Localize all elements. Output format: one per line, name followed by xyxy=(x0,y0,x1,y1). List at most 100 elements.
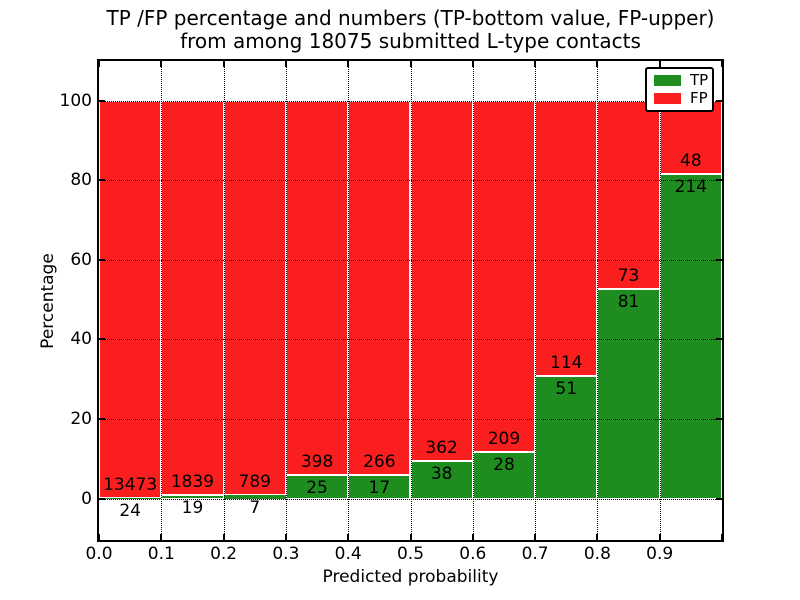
x-axis-label: Predicted probability xyxy=(322,567,499,587)
x-tick xyxy=(409,61,412,67)
bar-fp-segment xyxy=(472,100,536,452)
y-tick xyxy=(99,179,105,182)
x-tick xyxy=(222,61,225,67)
bar-fp-segment xyxy=(285,100,349,476)
gridline xyxy=(659,61,661,540)
y-tick xyxy=(716,338,722,341)
x-tick-label: 0.7 xyxy=(521,544,549,564)
x-tick-label: 0.2 xyxy=(210,544,238,564)
bar-fp-segment xyxy=(223,100,286,496)
fp-legend-swatch xyxy=(654,93,681,105)
fp-count-label: 48 xyxy=(680,150,702,171)
fp-legend-label: FP xyxy=(690,89,708,108)
bar-tp-segment xyxy=(659,173,722,499)
y-tick-label: 20 xyxy=(70,409,92,430)
fp-count-label: 73 xyxy=(617,266,640,287)
chart-title: TP /FP percentage and numbers (TP-bottom… xyxy=(99,7,722,53)
tp-count-label: 214 xyxy=(674,176,708,197)
x-tick xyxy=(98,534,100,540)
tp-count-label: 7 xyxy=(249,498,261,519)
x-tick xyxy=(471,534,474,540)
x-tick xyxy=(160,61,163,67)
chart-title-line1: TP /FP percentage and numbers (TP-bottom… xyxy=(106,6,715,30)
legend-entry-tp: TP xyxy=(647,72,712,88)
tp-legend-swatch xyxy=(654,74,681,86)
y-tick xyxy=(99,258,105,261)
fp-count-label: 398 xyxy=(300,452,334,473)
tp-count-label: 17 xyxy=(368,477,391,498)
x-tick-label: 0.0 xyxy=(85,544,113,564)
fp-count-label: 789 xyxy=(238,472,271,493)
gridline xyxy=(472,61,474,540)
y-tick-label: 100 xyxy=(59,90,92,111)
y-tick xyxy=(716,99,722,102)
fp-count-label: 209 xyxy=(487,428,521,449)
y-tick-label: 0 xyxy=(81,488,92,509)
bar-fp-segment xyxy=(659,100,722,174)
y-tick xyxy=(99,497,105,500)
x-tick xyxy=(222,534,225,540)
y-tick xyxy=(716,258,722,261)
tp-count-label: 25 xyxy=(306,478,328,499)
chart-title-line2: from among 18075 submitted L-type contac… xyxy=(180,29,641,53)
y-tick xyxy=(99,338,105,341)
tp-count-label: 28 xyxy=(493,454,515,475)
x-tick xyxy=(658,534,661,540)
x-tick-label: 0.5 xyxy=(396,544,425,564)
y-tick-label: 60 xyxy=(70,249,92,270)
x-tick-label: 0.9 xyxy=(646,544,674,564)
y-tick xyxy=(716,497,722,500)
x-tick xyxy=(658,61,661,67)
fp-count-label: 362 xyxy=(425,437,458,458)
legend: TP FP xyxy=(645,67,714,112)
bar-tp-segment xyxy=(472,451,536,499)
x-tick xyxy=(284,61,287,67)
y-axis-label: Percentage xyxy=(38,253,58,349)
x-tick xyxy=(721,534,723,540)
gridline xyxy=(348,61,350,540)
fp-count-label: 114 xyxy=(550,352,583,373)
x-tick-label: 0.6 xyxy=(459,544,487,564)
y-tick-label: 80 xyxy=(70,170,92,191)
x-tick-label: 0.4 xyxy=(334,544,362,564)
x-tick xyxy=(534,534,537,540)
y-tick xyxy=(716,179,722,182)
x-tick xyxy=(534,61,537,67)
x-tick-label: 0.8 xyxy=(583,544,611,564)
x-tick xyxy=(596,61,599,67)
x-tick xyxy=(596,534,599,540)
x-tick xyxy=(160,534,163,540)
gridline xyxy=(410,61,412,540)
bar-fp-segment xyxy=(161,100,224,495)
x-tick xyxy=(409,534,412,540)
x-tick-label: 0.3 xyxy=(272,544,300,564)
fp-count-label: 266 xyxy=(363,451,396,472)
x-tick xyxy=(721,61,723,67)
tp-count-label: 38 xyxy=(430,463,453,484)
gridline xyxy=(597,61,599,540)
x-tick-label: 0.1 xyxy=(147,544,175,564)
bar-tp-segment xyxy=(597,289,660,499)
x-tick xyxy=(284,534,287,540)
bar-tp-segment xyxy=(99,497,162,499)
bar-fp-segment xyxy=(535,100,598,376)
fp-count-label: 13473 xyxy=(103,474,158,495)
bar-fp-segment xyxy=(597,100,660,290)
bar-tp-segment xyxy=(535,375,598,499)
tp-count-label: 51 xyxy=(555,378,578,399)
x-tick xyxy=(347,61,350,67)
y-tick xyxy=(99,99,105,102)
y-tick xyxy=(99,418,105,421)
gridline xyxy=(223,61,225,540)
tp-count-label: 24 xyxy=(119,500,141,521)
gridline xyxy=(161,61,163,540)
x-tick xyxy=(347,534,350,540)
tp-count-label: 19 xyxy=(181,497,204,518)
tp-count-label: 81 xyxy=(617,292,640,313)
x-tick xyxy=(471,61,474,67)
bar-tp-segment xyxy=(223,495,286,499)
plot-area: 13473 24 1839 19 789 7 398 25 266 17 362 38 209 28 114… xyxy=(99,61,722,540)
bar-fp-segment xyxy=(410,100,473,461)
fp-count-label: 1839 xyxy=(170,471,215,492)
